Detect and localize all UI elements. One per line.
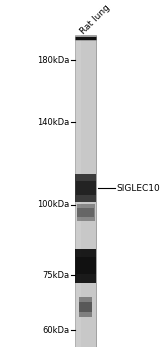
Bar bbox=[75, 174, 96, 202]
Bar bbox=[77, 204, 95, 221]
Text: Rat lung: Rat lung bbox=[79, 3, 112, 36]
Bar bbox=[79, 302, 92, 312]
Text: 75kDa: 75kDa bbox=[42, 271, 69, 280]
Text: SIGLEC10: SIGLEC10 bbox=[116, 184, 160, 193]
Text: 100kDa: 100kDa bbox=[37, 200, 69, 209]
Bar bbox=[79, 297, 93, 317]
Bar bbox=[77, 208, 94, 217]
Text: 140kDa: 140kDa bbox=[37, 118, 69, 127]
Bar bbox=[75, 35, 96, 347]
Text: 180kDa: 180kDa bbox=[37, 56, 69, 65]
Bar bbox=[76, 257, 96, 274]
Text: 60kDa: 60kDa bbox=[42, 326, 69, 335]
Bar bbox=[76, 181, 96, 195]
Bar bbox=[75, 35, 80, 347]
Bar bbox=[75, 249, 96, 283]
